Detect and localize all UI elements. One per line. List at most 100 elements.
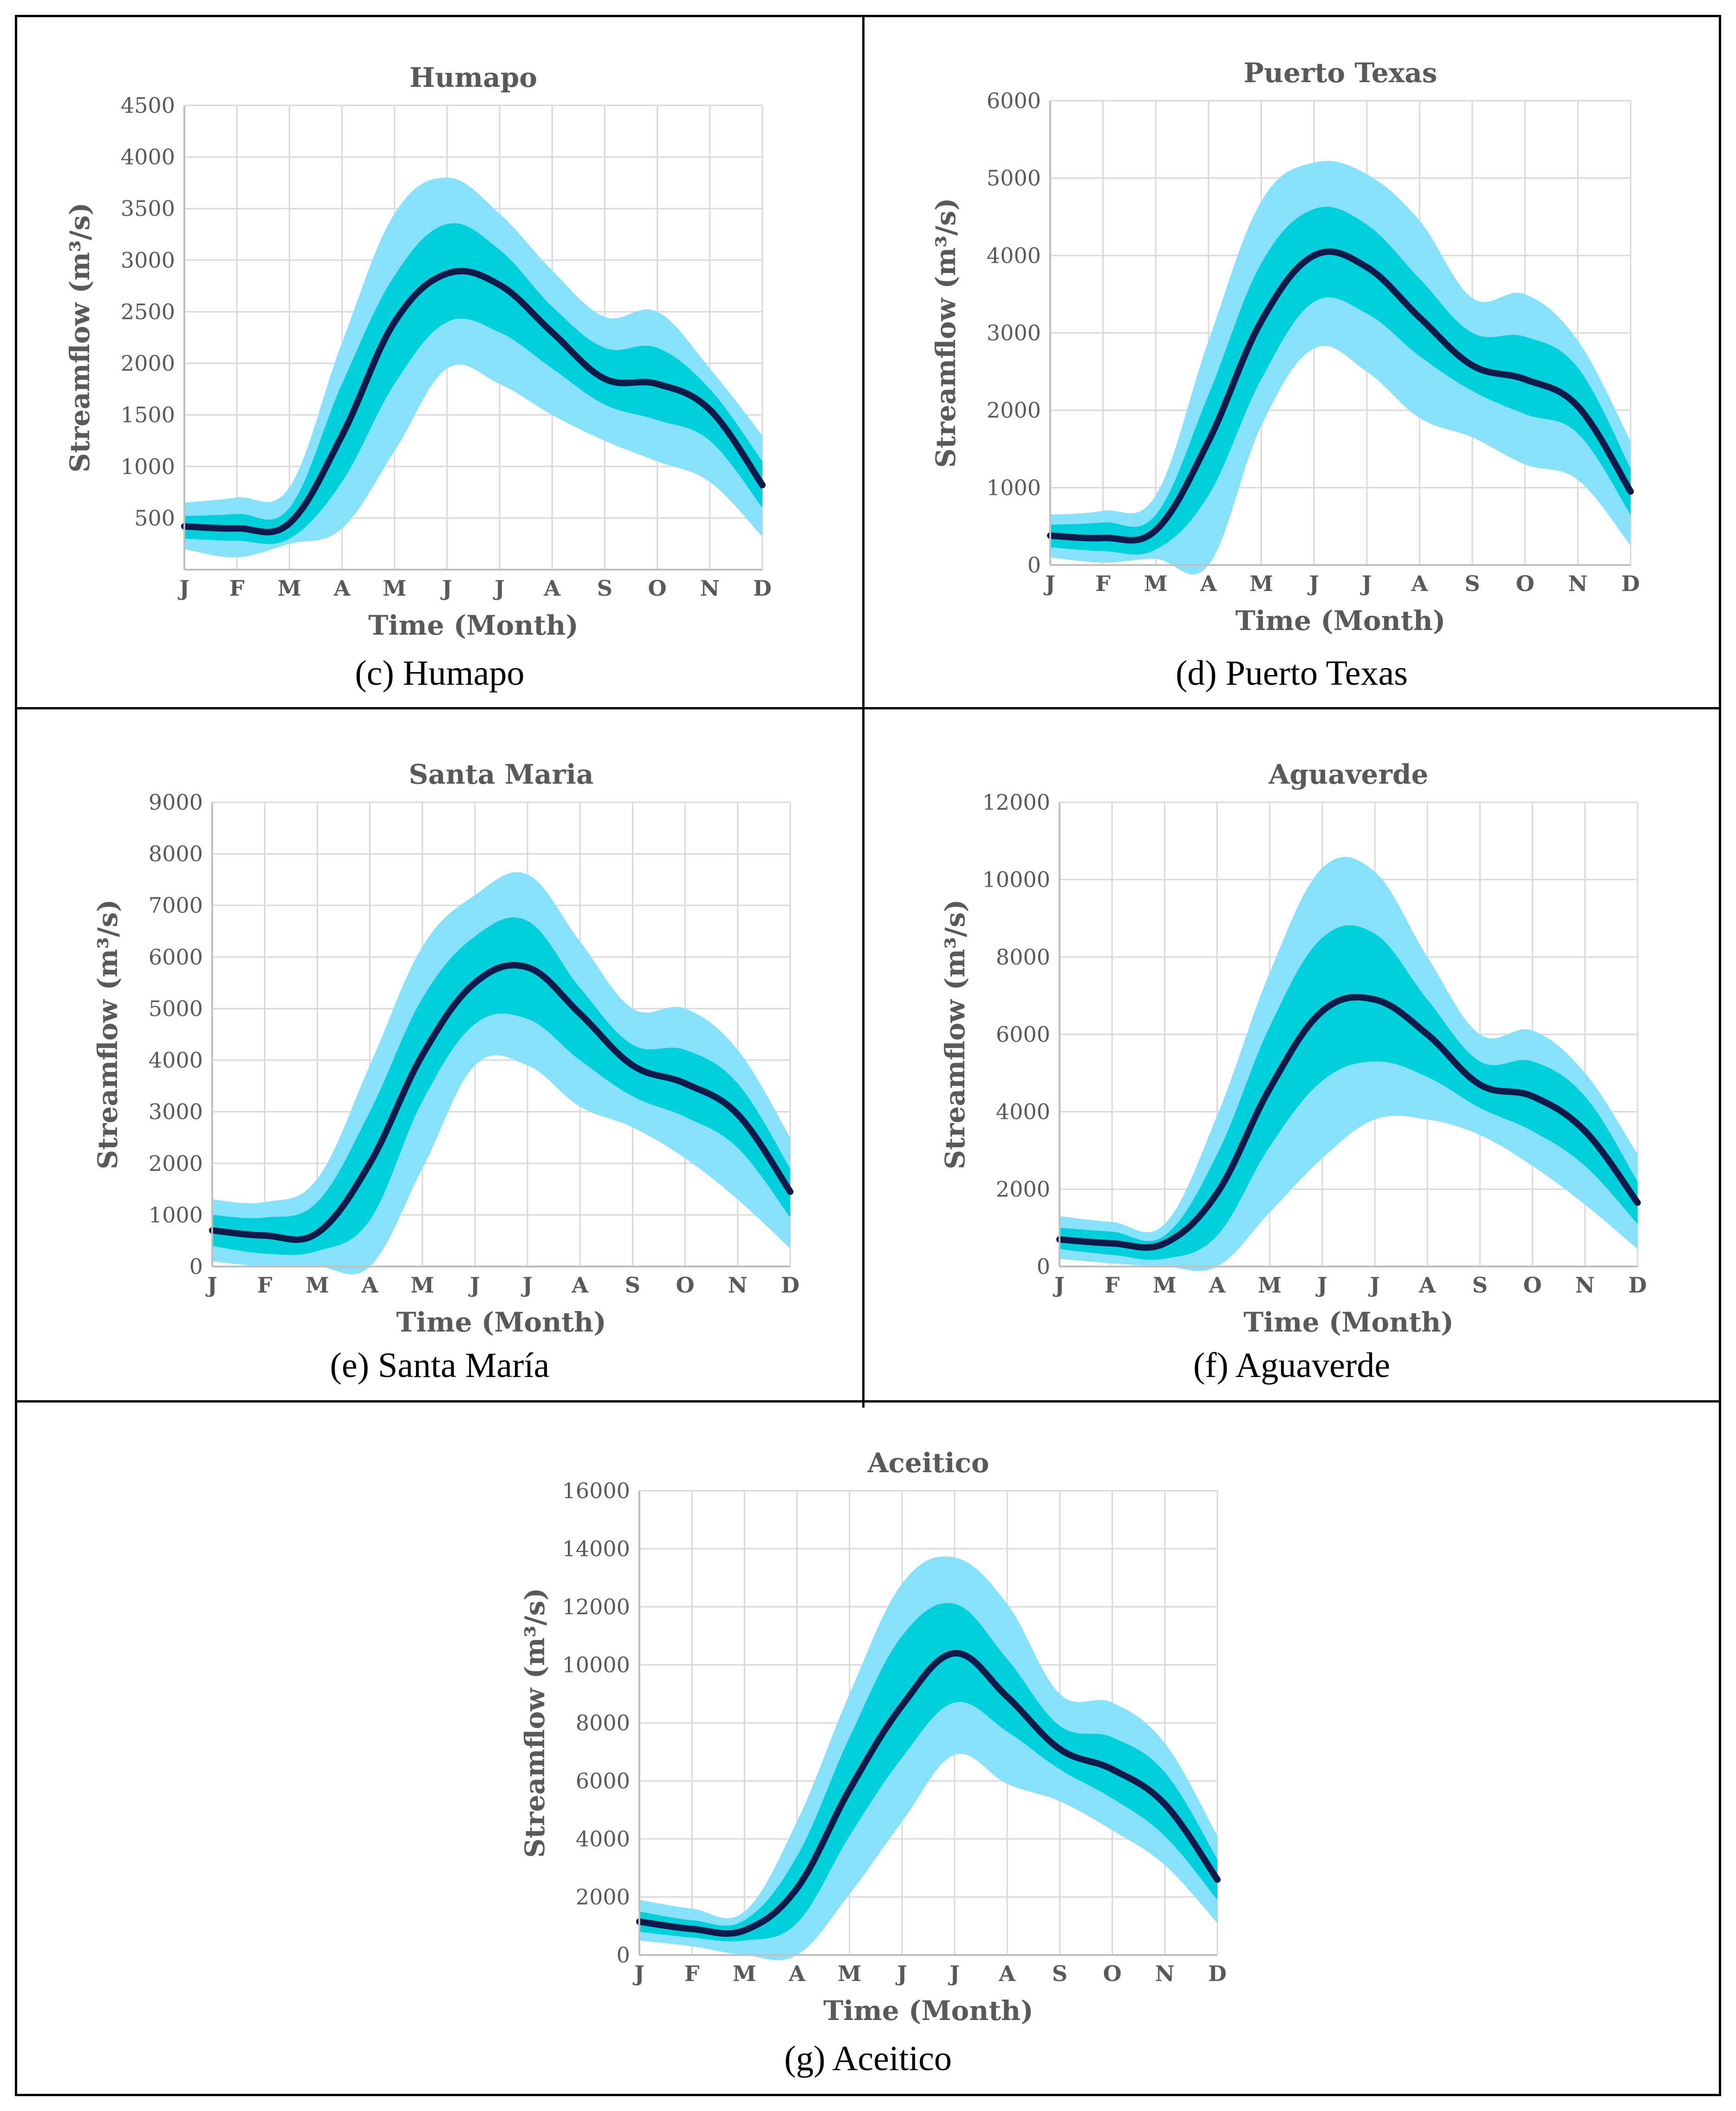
x-tick-label: J	[1368, 1273, 1380, 1298]
panel-divider-vertical	[862, 15, 865, 1408]
x-tick-label: N	[1568, 571, 1587, 596]
y-tick-label: 0	[1027, 552, 1041, 578]
panel-divider-row2	[15, 1400, 1721, 1403]
x-tick-label: D	[1208, 1961, 1227, 1986]
y-tick-label: 4000	[149, 1048, 203, 1073]
y-tick-label: 10000	[982, 867, 1050, 892]
chart-aceitico: 0 2000 4000 6000 8000 10000 12000 14000 16000 J F M…	[519, 1447, 1227, 2027]
y-tick-label: 7000	[149, 893, 203, 918]
caption-santa-maria: (e) Santa María	[330, 1346, 550, 1385]
x-tick-label: S	[1472, 1273, 1488, 1298]
y-axis-label: Streamflow (m³/s)	[92, 899, 124, 1169]
y-tick-label: 4500	[121, 93, 175, 118]
y-tick-label: 5000	[987, 166, 1041, 191]
median-line	[181, 267, 766, 536]
y-tick-label: 9000	[149, 790, 203, 815]
x-tick-label: A	[571, 1273, 589, 1298]
y-tick-label: 12000	[562, 1594, 630, 1619]
x-tick-label: M	[1144, 571, 1168, 596]
chart-title: Aguaverde	[1268, 759, 1429, 790]
chart-santa-maria: 0 1000 2000 3000 4000 5000 6000 7000 8000 9000 J F M…	[92, 759, 800, 1338]
x-tick-label: D	[753, 576, 772, 601]
x-tick-label: A	[1200, 571, 1217, 596]
x-tick-label: M	[838, 1961, 861, 1986]
y-tick-label: 10000	[562, 1652, 630, 1677]
x-tick-label: J	[1053, 1273, 1065, 1298]
y-tick-label: 500	[134, 506, 175, 531]
y-tick-label: 1000	[987, 475, 1041, 500]
y-tick-label: 14000	[562, 1536, 630, 1561]
panel-aceitico: 0 2000 4000 6000 8000 10000 12000 14000 16000 J F M…	[17, 1403, 1719, 2094]
x-tick-label: N	[700, 576, 720, 601]
x-tick-label: J	[632, 1961, 644, 1986]
x-axis-label: Time (Month)	[368, 610, 579, 641]
x-tick-label: A	[998, 1961, 1016, 1986]
x-tick-label: J	[468, 1273, 480, 1298]
y-tick-label: 6000	[987, 88, 1041, 113]
x-tick-label: O	[676, 1273, 695, 1298]
y-tick-label: 4000	[987, 243, 1041, 268]
y-tick-label: 1000	[121, 454, 175, 479]
y-tick-label: 12000	[982, 790, 1050, 815]
x-tick-label: F	[1095, 571, 1111, 596]
x-tick-label: S	[597, 576, 612, 601]
x-tick-label: D	[1621, 571, 1640, 596]
x-tick-label: O	[1523, 1273, 1542, 1298]
x-tick-label: N	[1575, 1273, 1595, 1298]
y-tick-label: 1500	[121, 403, 175, 428]
x-tick-label: M	[306, 1273, 329, 1298]
y-tick-label: 2500	[121, 299, 175, 324]
x-tick-label: M	[1249, 571, 1273, 596]
x-tick-label: F	[1105, 1273, 1120, 1298]
y-tick-label: 1000	[149, 1202, 203, 1228]
figure-frame	[15, 15, 1721, 2096]
x-tick-label: D	[1628, 1273, 1647, 1298]
y-tick-label: 6000	[996, 1022, 1050, 1047]
x-tick-label: F	[684, 1961, 700, 1986]
y-axis-label: Streamflow (m³/s)	[519, 1588, 551, 1858]
x-tick-label: J	[1043, 571, 1055, 596]
x-tick-label: S	[1052, 1961, 1067, 1986]
y-tick-label: 2000	[121, 351, 175, 376]
panel-puerto-texas: 0 1000 2000 3000 4000 5000 6000 J F M A M J J A S O N D Pue…	[865, 17, 1719, 707]
x-tick-label: M	[410, 1273, 434, 1298]
chart-puerto-texas: 0 1000 2000 3000 4000 5000 6000 J F M A M J J A S O N D Pue…	[930, 57, 1640, 637]
caption-puerto-texas: (d) Puerto Texas	[1176, 654, 1408, 693]
x-tick-label: J	[1360, 571, 1372, 596]
y-tick-label: 6000	[576, 1768, 630, 1793]
x-tick-label: J	[493, 576, 505, 601]
x-axis-label: Time (Month)	[1243, 1306, 1454, 1338]
x-tick-label: A	[543, 576, 561, 601]
x-tick-label: J	[1315, 1273, 1327, 1298]
y-tick-label: 6000	[149, 944, 203, 969]
y-tick-label: 2000	[996, 1176, 1050, 1202]
x-axis-label: Time (Month)	[396, 1306, 606, 1338]
x-tick-label: J	[895, 1961, 907, 1986]
x-tick-label: M	[383, 576, 406, 601]
x-tick-label: N	[728, 1273, 748, 1298]
y-tick-label: 3000	[149, 1099, 203, 1124]
y-axis-label: Streamflow (m³/s)	[64, 202, 96, 473]
x-tick-label: J	[440, 576, 452, 601]
x-tick-label: J	[1307, 571, 1319, 596]
x-tick-label: S	[1464, 571, 1480, 596]
x-tick-label: M	[1258, 1273, 1281, 1298]
y-tick-label: 0	[189, 1254, 203, 1279]
y-tick-label: 2000	[987, 398, 1041, 423]
chart-aguaverde: 0 2000 4000 6000 8000 10000 12000 J F M A M J J A S O N D A…	[939, 759, 1647, 1338]
x-tick-label: F	[257, 1273, 273, 1298]
inner-band	[1050, 207, 1631, 555]
panel-humapo: 500 1000 1500 2000 2500 3000 3500 4000 4500 J F M A M…	[17, 17, 862, 707]
median-line	[1047, 248, 1634, 544]
chart-title: Humapo	[410, 62, 537, 93]
outer-band	[639, 1556, 1217, 1961]
y-tick-label: 5000	[149, 996, 203, 1021]
y-tick-label: 8000	[996, 944, 1050, 969]
caption-aceitico: (g) Aceitico	[784, 2039, 952, 2078]
x-tick-label: M	[1153, 1273, 1177, 1298]
y-axis-label: Streamflow (m³/s)	[930, 198, 962, 468]
inner-band	[212, 917, 790, 1255]
x-tick-label: J	[948, 1961, 960, 1986]
x-axis-label: Time (Month)	[1235, 605, 1446, 637]
y-tick-label: 16000	[562, 1478, 630, 1503]
